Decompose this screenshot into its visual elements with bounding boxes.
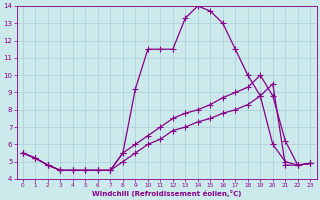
X-axis label: Windchill (Refroidissement éolien,°C): Windchill (Refroidissement éolien,°C): [92, 190, 241, 197]
